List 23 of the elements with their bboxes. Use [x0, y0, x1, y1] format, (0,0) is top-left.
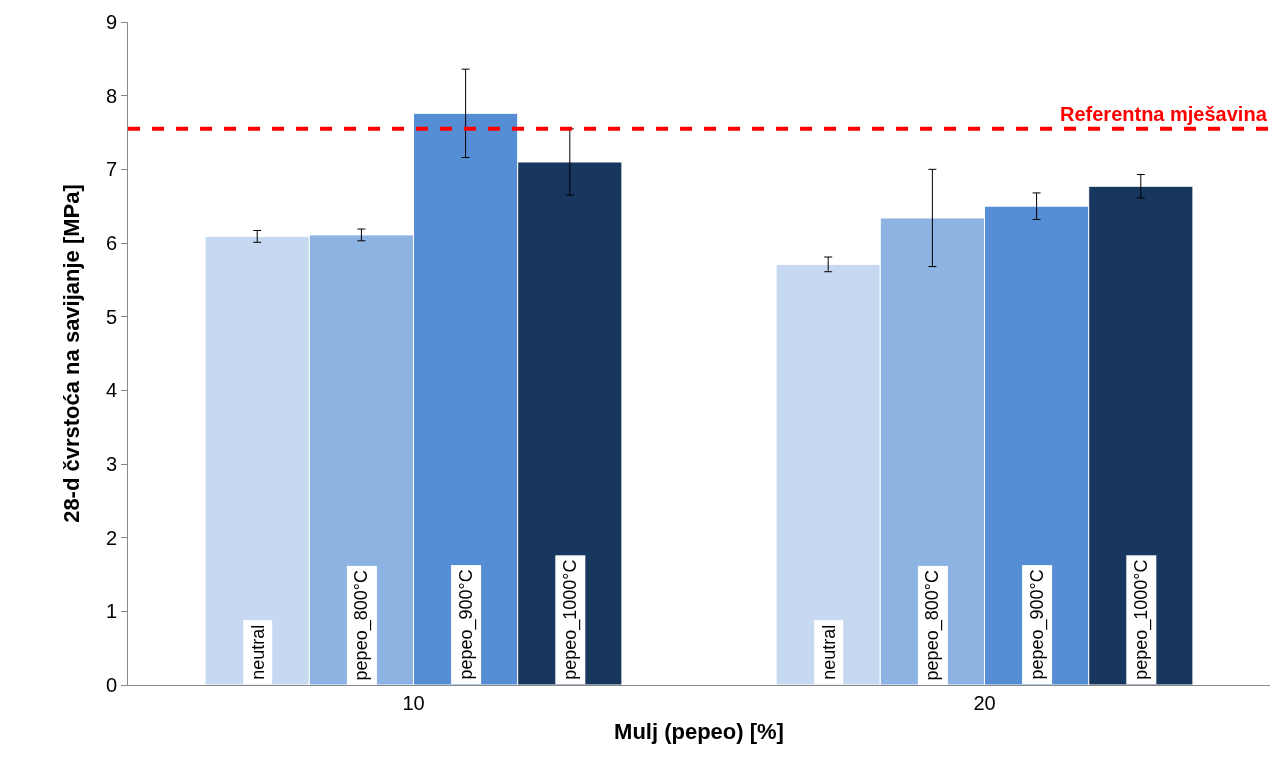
y-tick-label: 4: [105, 379, 117, 402]
y-tick-label: 8: [105, 84, 117, 107]
x-axis-title: Mulj (pepeo) [%]: [614, 718, 784, 744]
ref-line-label: Referentna mješavina: [1060, 103, 1268, 125]
y-tick-label: 0: [105, 674, 117, 696]
y-tick-label: 2: [105, 526, 117, 549]
y-tick-label: 1: [105, 600, 117, 623]
series-label: pepeo_900°C: [455, 569, 477, 680]
text: pepeo_900°C: [1026, 569, 1047, 680]
text: neutral: [818, 624, 839, 680]
y-tick-label: 7: [105, 158, 117, 181]
y-tick-label: 6: [105, 232, 117, 254]
series-label: pepeo_800°C: [351, 570, 373, 681]
text: pepeo_1000°C: [1130, 559, 1151, 680]
series-label: neutral: [247, 624, 268, 680]
x-tick-label: 20: [973, 692, 996, 714]
series-label: pepeo_1000°C: [559, 559, 581, 680]
text: pepeo_800°C: [922, 570, 943, 681]
x-tick-label: 10: [402, 692, 425, 714]
y-tick-label: 9: [105, 11, 117, 33]
y-axis-title: 28-d čvrstoća na savijanje [MPa]: [58, 184, 84, 523]
y-tick-label: 5: [105, 305, 117, 328]
y-tick-label: 3: [105, 453, 117, 475]
